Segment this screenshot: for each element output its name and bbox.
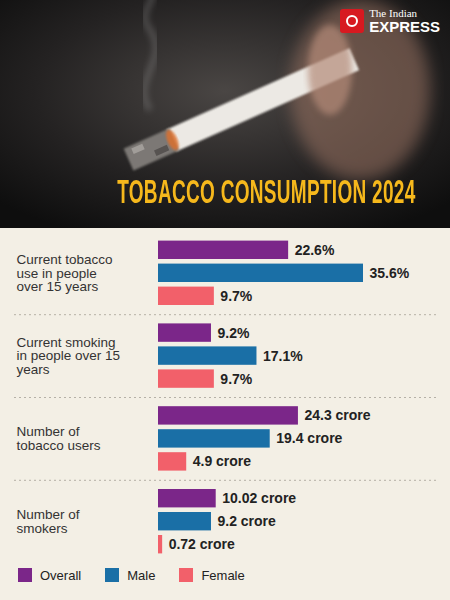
svg-text:17.1%: 17.1% xyxy=(263,348,303,364)
svg-text:10.02 crore: 10.02 crore xyxy=(222,490,296,506)
svg-text:Current smokingin people over: Current smokingin people over 15years xyxy=(17,335,121,377)
svg-text:4.9 crore: 4.9 crore xyxy=(193,453,252,469)
html-text:Overall: Overall xyxy=(40,567,82,583)
svg-text:9.2%: 9.2% xyxy=(217,325,249,341)
html-text:Female: Female xyxy=(201,567,245,583)
svg-text:22.6%: 22.6% xyxy=(295,242,335,258)
svg-text:Number oftobacco users: Number oftobacco users xyxy=(17,424,101,453)
svg-text:Number ofsmokers: Number ofsmokers xyxy=(17,507,80,536)
html-text:EXPRESS: EXPRESS xyxy=(369,18,440,35)
svg-text:9.2 crore: 9.2 crore xyxy=(217,513,276,529)
svg-text:35.6%: 35.6% xyxy=(370,265,410,281)
html-text:Male: Male xyxy=(127,567,156,583)
svg-text:24.3 crore: 24.3 crore xyxy=(304,407,370,423)
svg-text:Current tobaccouse in peopleov: Current tobaccouse in peopleover 15 year… xyxy=(17,252,113,294)
svg-text:19.4 crore: 19.4 crore xyxy=(276,430,342,446)
html-text:The Indian: The Indian xyxy=(369,7,418,19)
svg-text:9.7%: 9.7% xyxy=(220,288,252,304)
svg-text:0.72 crore: 0.72 crore xyxy=(169,536,235,552)
svg-text:9.7%: 9.7% xyxy=(220,371,252,387)
html-text:TOBACCO CONSUMPTION 2024: TOBACCO CONSUMPTION 2024 xyxy=(117,172,416,210)
